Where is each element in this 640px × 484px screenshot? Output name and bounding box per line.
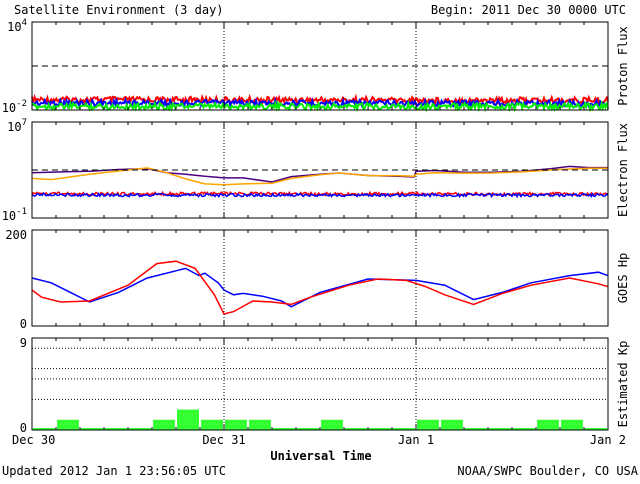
panel-3: 9 0 Estimated Kp — [20, 336, 630, 435]
kp-bar — [561, 419, 583, 430]
panel-2: 200 0 GOES Hp — [5, 228, 630, 331]
kp-bar — [33, 428, 55, 430]
y-tick-exp: -1 — [16, 207, 27, 217]
y-tick-label: 0 — [20, 421, 27, 435]
kp-bar — [489, 428, 511, 430]
y-axis-label: Estimated Kp — [616, 341, 630, 428]
y-tick-exp: 7 — [22, 118, 27, 128]
y-tick-label: 0 — [20, 317, 27, 331]
kp-bar — [201, 419, 223, 430]
series-red — [31, 260, 609, 315]
y-tick-label: 200 — [5, 228, 27, 242]
updated-timestamp: Updated 2012 Jan 1 23:56:05 UTC — [2, 464, 226, 478]
y-axis-label: Proton Flux — [616, 26, 630, 105]
y-tick-label: 107 — [7, 118, 27, 134]
kp-bar — [177, 409, 199, 430]
kp-bar — [369, 428, 391, 430]
begin-label: Begin: 2011 Dec 30 0000 UTC — [431, 3, 626, 17]
kp-bar — [345, 428, 367, 430]
kp-bar — [513, 428, 535, 430]
y-tick-exp: -2 — [16, 99, 27, 109]
kp-bar — [249, 419, 271, 430]
kp-bar — [129, 428, 151, 430]
kp-bar — [105, 428, 127, 430]
kp-bar — [465, 428, 487, 430]
series-orange — [31, 167, 608, 186]
y-tick-base: 10 — [2, 101, 16, 115]
kp-bar — [321, 419, 343, 430]
y-tick-base: 10 — [2, 209, 16, 223]
y-tick-base: 10 — [7, 20, 21, 34]
kp-bar — [393, 428, 415, 430]
kp-bar — [297, 428, 319, 430]
x-tick-label: Dec 31 — [202, 433, 245, 447]
x-axis-label: Universal Time — [270, 449, 371, 463]
credit-label: NOAA/SWPC Boulder, CO USA — [457, 464, 638, 478]
x-tick-label: Jan 1 — [398, 433, 434, 447]
series-blue — [31, 192, 609, 199]
y-axis-label: Electron Flux — [616, 123, 630, 217]
series-blue — [31, 96, 609, 110]
kp-bar — [81, 428, 103, 430]
y-tick-label: 10-1 — [2, 207, 27, 223]
y-tick-label: 9 — [20, 336, 27, 350]
kp-bar — [537, 419, 559, 430]
y-axis-label: GOES Hp — [616, 253, 630, 304]
kp-bar — [225, 419, 247, 430]
y-tick-label: 10-2 — [2, 99, 27, 115]
kp-bar — [585, 428, 607, 430]
series-blue — [31, 267, 609, 308]
y-tick-base: 10 — [7, 120, 21, 134]
kp-bar — [57, 419, 79, 430]
chart-title: Satellite Environment (3 day) — [14, 3, 224, 17]
kp-bar — [441, 419, 463, 430]
y-tick-label: 104 — [7, 18, 27, 34]
kp-bar — [273, 428, 295, 430]
x-tick-label: Jan 2 — [590, 433, 626, 447]
kp-bar — [153, 419, 175, 430]
x-tick-label: Dec 30 — [12, 433, 55, 447]
kp-bar — [417, 419, 439, 430]
y-tick-exp: 4 — [22, 18, 27, 28]
